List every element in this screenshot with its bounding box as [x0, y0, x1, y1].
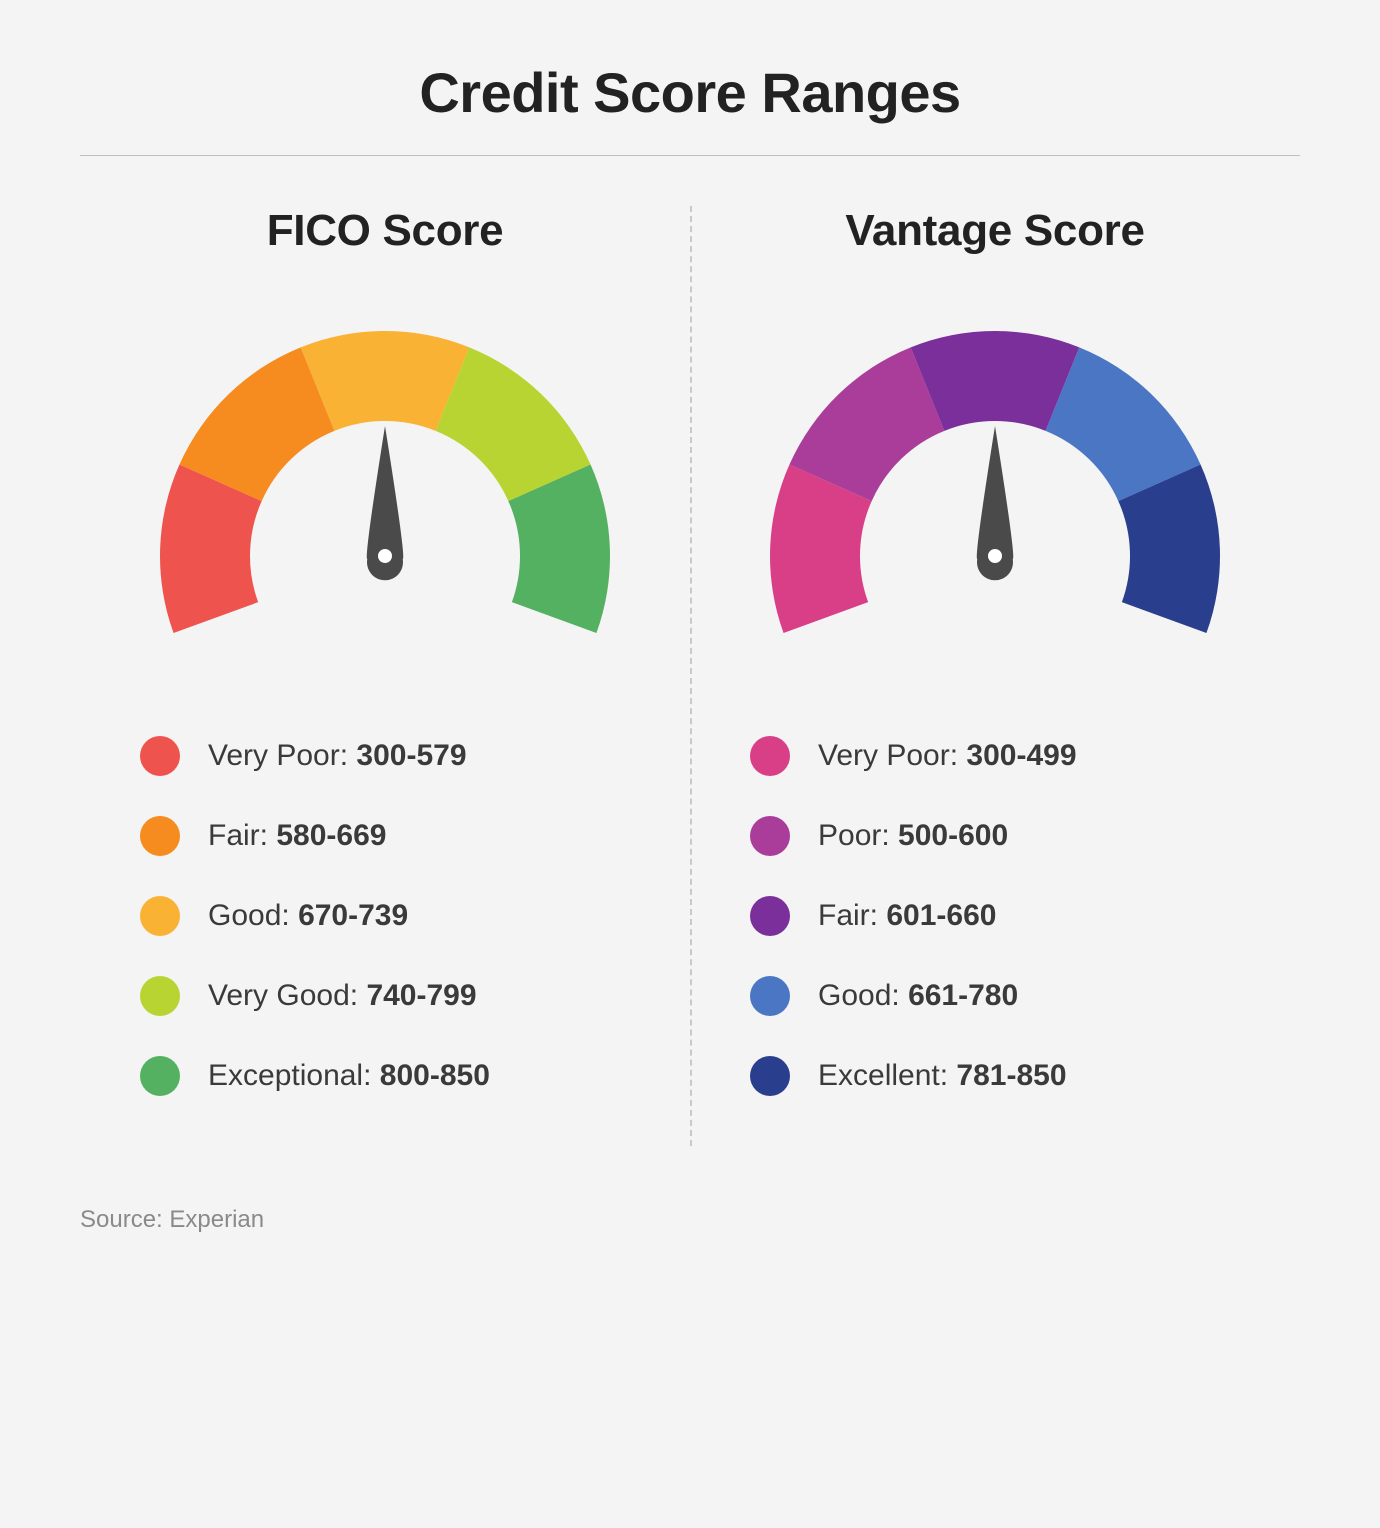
gauge-hub [378, 549, 392, 563]
fico-subtitle: FICO Score [100, 206, 670, 256]
legend-range: 601-660 [886, 899, 996, 932]
legend-row: Very Poor: 300-499 [750, 736, 1280, 776]
legend-dot [140, 976, 180, 1016]
legend-text: Very Poor: 300-579 [208, 739, 467, 773]
legend-dot [750, 736, 790, 776]
legend-row: Fair: 601-660 [750, 896, 1280, 936]
legend-dot [750, 1056, 790, 1096]
legend-row: Poor: 500-600 [750, 816, 1280, 856]
fico-gauge-wrap [100, 306, 670, 666]
gauge-hub [988, 549, 1002, 563]
legend-text: Very Poor: 300-499 [818, 739, 1077, 773]
legend-row: Excellent: 781-850 [750, 1056, 1280, 1096]
legend-range: 661-780 [908, 979, 1018, 1012]
legend-text: Excellent: 781-850 [818, 1059, 1067, 1093]
legend-label: Good: [818, 979, 908, 1012]
legend-label: Excellent: [818, 1059, 956, 1092]
source-line: Source: Experian [80, 1206, 1300, 1234]
legend-text: Fair: 601-660 [818, 899, 996, 933]
vantage-legend: Very Poor: 300-499 Poor: 500-600 Fair: 601… [710, 736, 1280, 1096]
legend-range: 800-850 [380, 1059, 490, 1092]
legend-dot [140, 816, 180, 856]
legend-range: 300-579 [356, 739, 466, 772]
fico-column: FICO Score Very Poor: 300-579 Fair: 580-6… [80, 196, 690, 1176]
legend-label: Fair: [818, 899, 886, 932]
legend-row: Very Poor: 300-579 [140, 736, 670, 776]
legend-row: Exceptional: 800-850 [140, 1056, 670, 1096]
legend-label: Fair: [208, 819, 276, 852]
legend-dot [750, 976, 790, 1016]
columns: FICO Score Very Poor: 300-579 Fair: 580-6… [80, 196, 1300, 1176]
legend-dot [140, 736, 180, 776]
legend-label: Very Poor: [208, 739, 356, 772]
legend-label: Very Good: [208, 979, 366, 1012]
legend-row: Good: 661-780 [750, 976, 1280, 1016]
legend-dot [750, 896, 790, 936]
legend-range: 781-850 [956, 1059, 1066, 1092]
legend-dot [750, 816, 790, 856]
vantage-column: Vantage Score Very Poor: 300-499 Poor: 50… [690, 196, 1300, 1176]
legend-range: 670-739 [298, 899, 408, 932]
legend-label: Poor: [818, 819, 898, 852]
main-title: Credit Score Ranges [80, 60, 1300, 125]
vantage-gauge [745, 306, 1245, 666]
source-name: Experian [169, 1206, 264, 1233]
legend-text: Poor: 500-600 [818, 819, 1008, 853]
legend-range: 580-669 [276, 819, 386, 852]
legend-label: Very Poor: [818, 739, 966, 772]
legend-row: Fair: 580-669 [140, 816, 670, 856]
legend-dot [140, 1056, 180, 1096]
legend-row: Very Good: 740-799 [140, 976, 670, 1016]
legend-text: Very Good: 740-799 [208, 979, 477, 1013]
legend-label: Exceptional: [208, 1059, 380, 1092]
legend-range: 300-499 [966, 739, 1076, 772]
legend-range: 740-799 [366, 979, 476, 1012]
infographic-card: Credit Score Ranges FICO Score Very Poor… [0, 0, 1380, 1528]
source-prefix: Source: [80, 1206, 169, 1233]
legend-text: Exceptional: 800-850 [208, 1059, 490, 1093]
vertical-separator [690, 206, 692, 1146]
fico-gauge [135, 306, 635, 666]
legend-text: Good: 670-739 [208, 899, 408, 933]
legend-dot [140, 896, 180, 936]
legend-label: Good: [208, 899, 298, 932]
legend-text: Good: 661-780 [818, 979, 1018, 1013]
title-divider [80, 155, 1300, 156]
legend-range: 500-600 [898, 819, 1008, 852]
legend-text: Fair: 580-669 [208, 819, 386, 853]
legend-row: Good: 670-739 [140, 896, 670, 936]
fico-legend: Very Poor: 300-579 Fair: 580-669 Good: 670… [100, 736, 670, 1096]
vantage-gauge-wrap [710, 306, 1280, 666]
vantage-subtitle: Vantage Score [710, 206, 1280, 256]
